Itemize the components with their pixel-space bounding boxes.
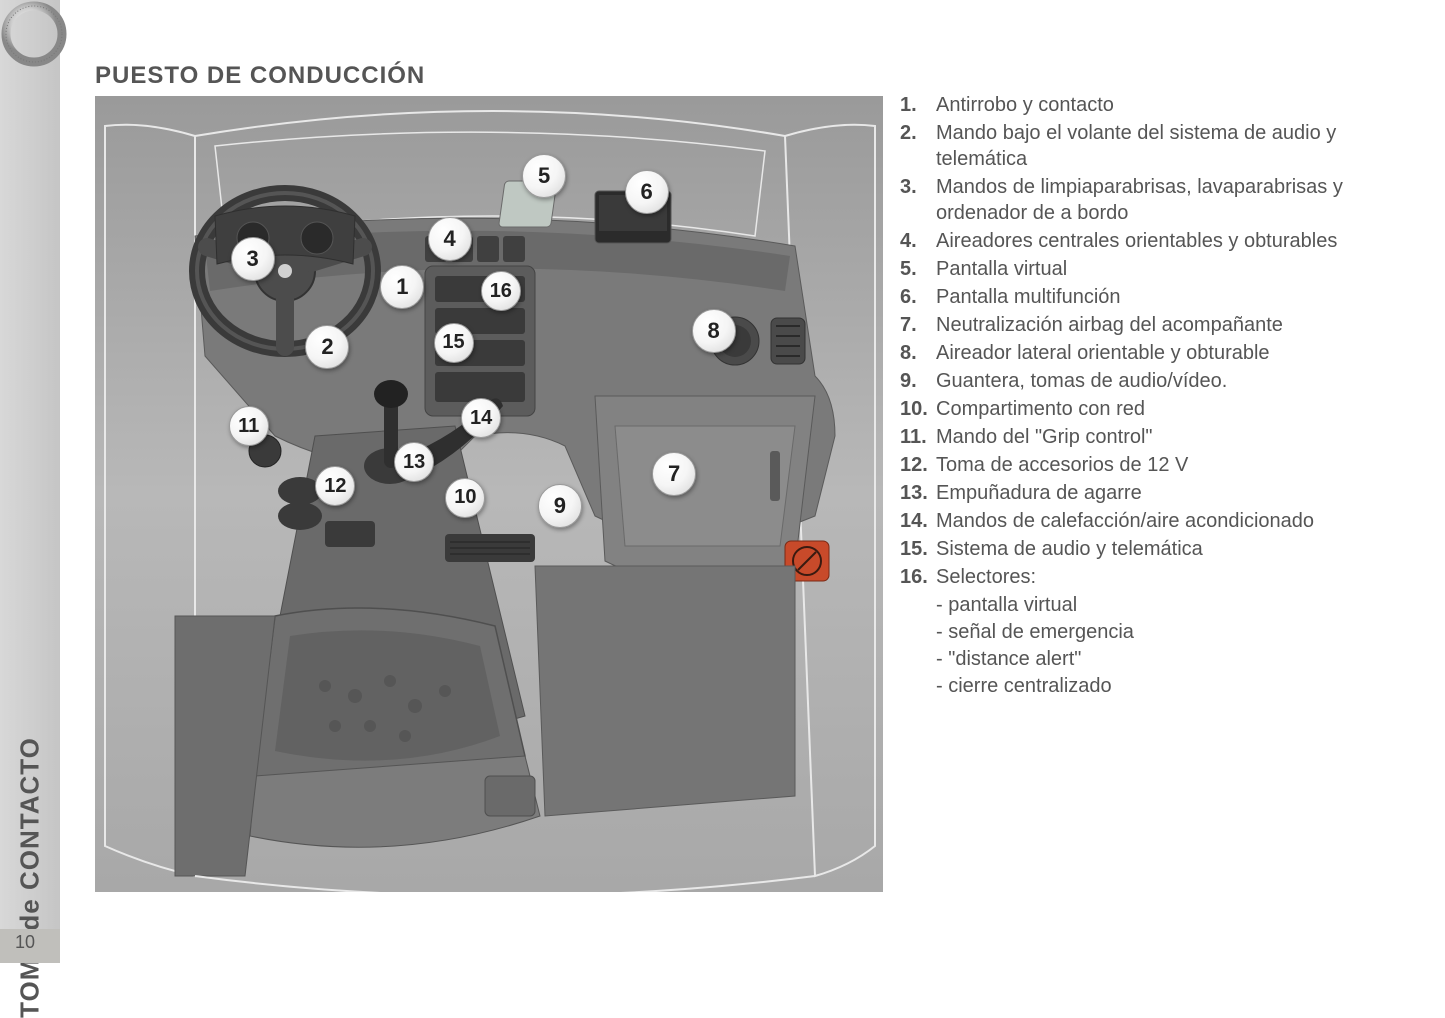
- sidebar: TOMA de CONTACTO: [0, 0, 60, 963]
- page-title: PUESTO DE CONDUCCIÓN: [95, 62, 425, 90]
- legend-num: 9.: [900, 368, 936, 394]
- legend-list: 1.Antirrobo y contacto2.Mando bajo el vo…: [900, 92, 1400, 700]
- legend-text: Toma de accesorios de 12 V: [936, 452, 1400, 478]
- legend-item: 10.Compartimento con red: [900, 396, 1400, 422]
- legend-text: Neutralización airbag del acompañante: [936, 312, 1400, 338]
- callout-3: 3: [231, 237, 275, 281]
- legend-num: 1.: [900, 92, 936, 118]
- legend-text: Antirrobo y contacto: [936, 92, 1400, 118]
- legend-item: 3.Mandos de limpiaparabrisas, lavaparabr…: [900, 174, 1400, 226]
- callout-1: 1: [380, 265, 424, 309]
- legend-num: 11.: [900, 424, 936, 450]
- legend-item: 12.Toma de accesorios de 12 V: [900, 452, 1400, 478]
- legend-num: 16.: [900, 564, 936, 590]
- legend-item: 6.Pantalla multifunción: [900, 284, 1400, 310]
- legend-text: Mando bajo el volante del sistema de aud…: [936, 120, 1400, 172]
- callout-13: 13: [394, 442, 434, 482]
- legend-text: Pantalla multifunción: [936, 284, 1400, 310]
- legend-item: 8.Aireador lateral orientable y obturabl…: [900, 340, 1400, 366]
- legend-text: Mandos de limpiaparabrisas, lavaparabris…: [936, 174, 1400, 226]
- legend-text: Compartimento con red: [936, 396, 1400, 422]
- legend-text: Mandos de calefacción/aire acondicionado: [936, 508, 1400, 534]
- legend-item: 14.Mandos de calefacción/aire acondicion…: [900, 508, 1400, 534]
- callout-12: 12: [315, 466, 355, 506]
- legend-text: Pantalla virtual: [936, 256, 1400, 282]
- legend-item: 11.Mando del "Grip control": [900, 424, 1400, 450]
- legend-item: 5.Pantalla virtual: [900, 256, 1400, 282]
- page-number: 10: [15, 932, 35, 953]
- legend-num: 10.: [900, 396, 936, 422]
- callout-2: 2: [305, 325, 349, 369]
- callout-5: 5: [522, 154, 566, 198]
- legend-subitem: - "distance alert": [936, 646, 1400, 673]
- legend-subitem: - pantalla virtual: [936, 592, 1400, 619]
- legend-num: 2.: [900, 120, 936, 146]
- legend-subitem: - señal de emergencia: [936, 619, 1400, 646]
- legend-item: 15.Sistema de audio y telemática: [900, 536, 1400, 562]
- callout-14: 14: [461, 398, 501, 438]
- callout-15: 15: [434, 323, 474, 363]
- callout-8: 8: [692, 309, 736, 353]
- legend-subitem: - cierre centralizado: [936, 673, 1400, 700]
- legend-text: Aireador lateral orientable y obturable: [936, 340, 1400, 366]
- legend-num: 13.: [900, 480, 936, 506]
- legend-item: 16.Selectores:: [900, 564, 1400, 590]
- legend-num: 5.: [900, 256, 936, 282]
- dashboard-diagram: 12345678910111213141516: [95, 96, 883, 892]
- legend-text: Selectores:: [936, 564, 1400, 590]
- legend-num: 15.: [900, 536, 936, 562]
- section-label: TOMA de CONTACTO: [15, 737, 46, 1018]
- legend-item: 4.Aireadores centrales orientables y obt…: [900, 228, 1400, 254]
- callout-16: 16: [481, 271, 521, 311]
- legend-num: 7.: [900, 312, 936, 338]
- ring-icon: [1, 1, 67, 67]
- callout-10: 10: [445, 478, 485, 518]
- legend-text: Aireadores centrales orientables y obtur…: [936, 228, 1400, 254]
- legend-item: 13.Empuñadura de agarre: [900, 480, 1400, 506]
- callout-4: 4: [428, 217, 472, 261]
- legend-text: Guantera, tomas de audio/vídeo.: [936, 368, 1400, 394]
- callout-7: 7: [652, 452, 696, 496]
- legend-item: 7.Neutralización airbag del acompañante: [900, 312, 1400, 338]
- legend-num: 4.: [900, 228, 936, 254]
- callout-6: 6: [625, 170, 669, 214]
- legend-item: 2.Mando bajo el volante del sistema de a…: [900, 120, 1400, 172]
- legend-num: 6.: [900, 284, 936, 310]
- legend-num: 12.: [900, 452, 936, 478]
- callout-9: 9: [538, 484, 582, 528]
- legend-num: 14.: [900, 508, 936, 534]
- legend-text: Empuñadura de agarre: [936, 480, 1400, 506]
- legend-num: 8.: [900, 340, 936, 366]
- legend-num: 3.: [900, 174, 936, 200]
- legend-text: Sistema de audio y telemática: [936, 536, 1400, 562]
- legend-item: 1.Antirrobo y contacto: [900, 92, 1400, 118]
- legend-item: 9.Guantera, tomas de audio/vídeo.: [900, 368, 1400, 394]
- dashboard-svg: [95, 96, 883, 892]
- legend-text: Mando del "Grip control": [936, 424, 1400, 450]
- callout-11: 11: [229, 406, 269, 446]
